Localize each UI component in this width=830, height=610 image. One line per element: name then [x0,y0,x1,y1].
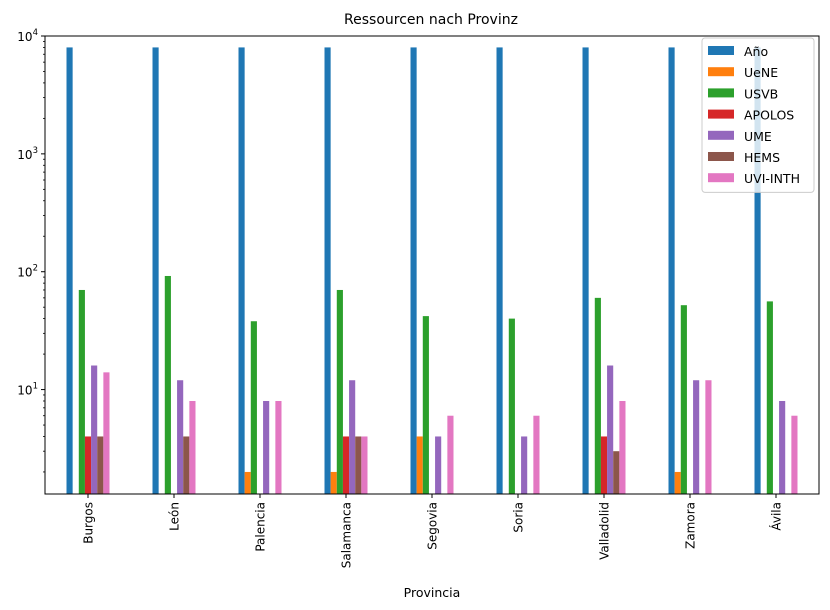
x-tick-label: Valladolid [598,502,612,560]
bar-UVI-INTH-Valladolid [619,400,626,494]
x-axis-label: Provincia [404,585,461,600]
x-tick-label: Burgos [82,502,96,544]
bar-Año-Ávila [754,47,761,495]
bar-UME-Salamanca [349,380,356,494]
legend-label-UeNE: UeNE [744,65,778,80]
bar-UeNE-Salamanca [330,471,337,494]
bar-HEMS-León [183,436,190,494]
bar-USVB-Soria [508,318,515,494]
y-axis: 101 102 103 104 [17,28,45,473]
bar-USVB-Segovia [422,316,429,494]
y-tick-label: 104 [17,28,38,44]
bar-Año-Salamanca [324,47,331,495]
bar-UVI-INTH-Zamora [705,380,712,494]
legend-swatch-HEMS [708,152,734,161]
bar-UME-León [177,380,184,494]
bar-Año-Burgos [66,47,73,495]
bar-HEMS-Burgos [97,436,104,494]
legend: Año UeNE USVB APOLOS UME HEMS UVI-INTH [701,37,815,193]
legend-label-USVB: USVB [744,86,778,101]
bar-Año-Soria [496,47,503,495]
y-tick-label: 103 [17,146,38,162]
bar-UeNE-Zamora [674,471,681,494]
y-tick-label: 102 [17,264,38,280]
bar-UME-Segovia [435,436,442,494]
bar-USVB-León [164,275,171,494]
y-tick-label: 101 [17,382,38,398]
bar-UME-Zamora [693,380,700,494]
bar-USVB-Zamora [680,305,687,494]
bar-USVB-Burgos [78,289,85,494]
bar-UME-Burgos [91,365,98,494]
legend-label-APOLOS: APOLOS [744,108,794,123]
x-tick-label: Zamora [684,502,698,549]
x-tick-label: Soria [512,502,526,533]
x-tick-label: León [168,502,182,531]
bar-UME-Valladolid [607,365,614,494]
bar-Año-Palencia [238,47,245,495]
bar-USVB-Valladolid [594,297,601,494]
bar-Año-Zamora [668,47,675,495]
series-UVI-INTH [103,372,798,494]
bar-UVI-INTH-Soria [533,415,540,494]
bar-HEMS-Valladolid [613,451,620,494]
series-UeNE [244,436,681,494]
x-axis: Burgos León Palencia Salamanca Segovia Soria V… [82,494,784,568]
legend-swatch-Año [708,46,734,55]
bar-UVI-INTH-Salamanca [361,436,368,494]
bar-Año-León [152,47,159,495]
bar-Año-Segovia [410,47,417,495]
bar-UeNE-Palencia [244,471,251,494]
series-Año [66,47,761,495]
x-tick-label: Salamanca [340,502,354,568]
bar-UeNE-Segovia [416,436,423,494]
bar-USVB-Palencia [250,321,257,494]
legend-label-HEMS: HEMS [744,150,780,165]
bar-UVI-INTH-Burgos [103,372,110,494]
series-APOLOS [84,436,608,494]
x-tick-label: Segovia [426,502,440,550]
x-tick-label: Ávila [769,502,784,531]
series-UME [91,365,786,494]
bar-UVI-INTH-León [189,400,196,494]
chart-title: Ressourcen nach Provinz [344,12,518,28]
bar-UVI-INTH-Palencia [275,400,282,494]
bar-Año-Valladolid [582,47,589,495]
bar-HEMS-Salamanca [355,436,362,494]
legend-swatch-UeNE [708,67,734,77]
bar-UME-Palencia [263,400,270,494]
bar-APOLOS-Valladolid [600,436,608,494]
series-USVB [78,275,773,494]
legend-label-UVI-INTH: UVI-INTH [744,171,800,186]
bar-USVB-Ávila [766,301,773,494]
bar-UVI-INTH-Segovia [447,415,454,494]
x-tick-label: Palencia [254,502,268,552]
bar-UVI-INTH-Ávila [791,415,798,494]
legend-swatch-UVI-INTH [708,173,734,183]
bar-APOLOS-Burgos [84,436,92,494]
plot-area [66,47,798,495]
legend-label-Año: Año [744,44,768,59]
legend-label-UME: UME [744,129,772,144]
bar-APOLOS-Salamanca [342,436,350,494]
bar-USVB-Salamanca [336,289,343,494]
series-HEMS [97,436,620,494]
legend-swatch-APOLOS [708,109,734,119]
legend-swatch-UME [708,130,734,140]
bar-UME-Ávila [779,400,786,494]
legend-swatch-USVB [708,88,734,98]
bar-UME-Soria [521,436,528,494]
